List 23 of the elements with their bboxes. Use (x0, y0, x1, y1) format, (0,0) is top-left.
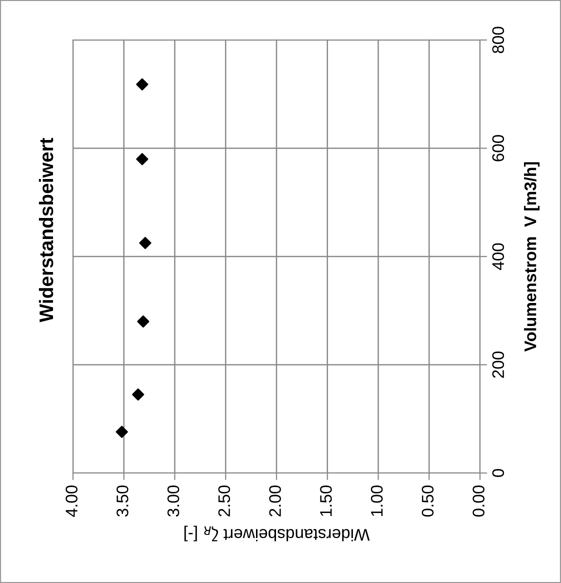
y-axis-title: Volumenstrom V [m3/h] (524, 162, 540, 352)
y-tick-label: 600 (492, 134, 504, 162)
x-tick-label: 4.00 (66, 485, 78, 517)
x-tick-label: 2.50 (218, 485, 230, 516)
y-tick-label: 800 (492, 26, 504, 54)
point (137, 315, 150, 328)
point (136, 78, 148, 90)
text: Widerstandsbeiwert (38, 138, 54, 322)
x-tick-label: 2.00 (269, 485, 281, 516)
x-tick-label: 3.50 (116, 485, 128, 517)
x-axis-title: Widerstandsbeiwert ζ$_{R}$ [-] (184, 526, 370, 542)
point (116, 426, 128, 438)
point (139, 236, 152, 250)
y-tick-label: 400 (492, 243, 504, 270)
x-tick-label: 1.50 (320, 485, 332, 516)
point (136, 153, 148, 166)
point (132, 388, 144, 401)
y-tick-label: 0 (492, 469, 504, 477)
x-tick-label: 0.50 (422, 485, 434, 517)
x-tick-label: 1.00 (370, 485, 383, 516)
y-tick-label: 200 (492, 351, 504, 378)
x-tick-label: 0.00 (472, 485, 484, 517)
x-tick-label: 3.00 (167, 485, 180, 517)
